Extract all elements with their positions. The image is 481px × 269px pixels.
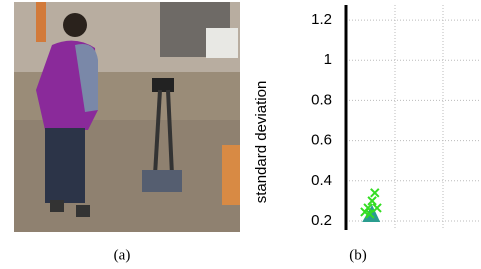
y-tick-label: 0.2 <box>311 212 332 229</box>
photo <box>14 2 240 232</box>
y-tick-label: 0.8 <box>311 91 332 108</box>
y-tick-label: 0.4 <box>311 172 332 189</box>
figure: (a) (b) standard deviation 0.2 0.4 0.6 0.8 1… <box>0 0 481 269</box>
y-tick-label: 1 <box>324 51 332 68</box>
plot: 0.2 0.4 0.6 0.8 1 1.2 <box>311 11 481 229</box>
caption: (a) <box>114 247 131 263</box>
point <box>371 189 379 197</box>
y-axis-label: standard deviation <box>253 81 270 204</box>
y-tick-label: 1.2 <box>311 11 332 28</box>
figure-svg: (a) (b) standard deviation 0.2 0.4 0.6 0.8 1… <box>0 0 481 269</box>
caption: (b) <box>349 247 367 263</box>
y-tick-label: 0.6 <box>311 132 332 149</box>
point <box>368 197 376 205</box>
